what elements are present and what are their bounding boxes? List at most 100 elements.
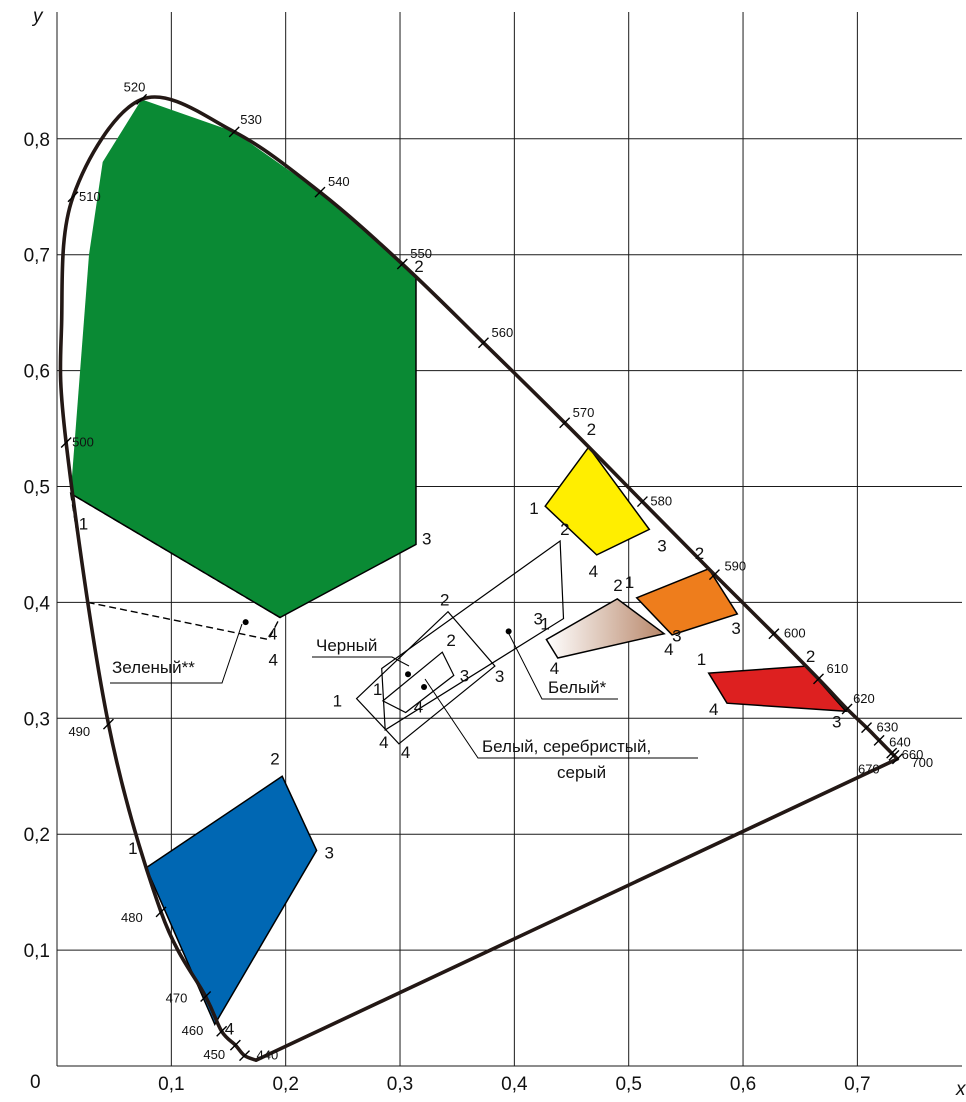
region-white-silver-gray [355,610,496,745]
wavelength-label: 470 [166,990,188,1005]
annotation-marker [242,619,249,626]
wavelength-tick [229,1039,241,1051]
wavelength-label: 530 [240,112,262,127]
wavelength-tick [155,906,167,918]
corner-label: 4 [379,733,388,752]
corner-label: 4 [401,743,410,762]
leader-line-white-silver-gray [424,678,698,759]
region-layer [69,99,848,1026]
corner-label: 2 [560,520,569,539]
corner-label: 2 [695,544,704,563]
wavelength-tick [886,747,898,759]
annotation-marker [405,671,412,678]
x-tick-label: 0,3 [387,1074,413,1095]
corner-label: 1 [697,650,706,669]
wavelength-label: 500 [72,434,94,449]
corner-label: 3 [731,619,740,638]
annotation-black: Черный [316,636,377,655]
origin-label: 0 [30,1072,41,1093]
wavelength-label: 670 [858,761,880,776]
wavelength-label: 550 [410,246,432,261]
corner-label: 1 [333,692,342,711]
annotation-white-silver-gray: Белый, серебристый, [482,737,651,756]
wavelength-tick [239,1050,251,1062]
wavelength-tick [60,436,72,448]
wavelength-label: 580 [650,494,672,509]
wavelength-tick [636,496,648,508]
corner-label: 1 [625,573,634,592]
x-tick-label: 0,6 [730,1074,756,1095]
corner-label: 3 [672,627,681,646]
x-tick-label: 0,2 [272,1074,298,1095]
y-tick-label: 0,8 [24,130,50,151]
spectral-locus-layer: 440 450 460 470 480 490 500 510 520 530 540 550 560 5… [58,79,933,1063]
y-tick-label: 0,6 [24,362,50,383]
wavelength-label: 600 [784,626,806,641]
leader-line-white-star [507,631,618,700]
wavelength-tick [200,990,212,1002]
corner-label: 3 [422,529,431,548]
y-axis-label: y [31,6,44,27]
x-tick-label: 0,7 [844,1074,870,1095]
corner-label: 1 [540,614,549,633]
wavelength-label: 630 [877,720,899,735]
corner-label: 3 [325,843,334,862]
wavelength-label: 660 [902,747,924,762]
wavelength-tick [228,126,240,138]
y-tick-label: 0,3 [24,709,50,730]
wavelength-label: 620 [853,691,875,706]
wavelength-label: 540 [328,174,350,189]
corner-label: 3 [657,536,666,555]
wavelength-tick [102,718,114,730]
y-tick-label: 0,7 [24,246,50,267]
wavelength-tick [216,1025,228,1037]
region-black [381,651,455,714]
corner-label: 4 [589,562,598,581]
region-orange [635,567,739,636]
corner-label: 4 [268,624,277,643]
corner-label: 4 [664,640,673,659]
wavelength-label: 480 [121,910,143,925]
corner-label: 1 [128,839,137,858]
corner-label: 1 [373,680,382,699]
x-tick-label: 0,1 [158,1074,184,1095]
wavelength-label: 610 [827,661,849,676]
wavelength-tick [559,417,571,429]
annotation-white-star: Белый* [548,678,607,697]
wavelength-tick [841,703,853,715]
wavelength-tick [861,722,873,734]
corner-label: 2 [613,576,622,595]
wavelength-label: 700 [911,755,933,770]
corner-label: 3 [832,712,841,731]
wavelength-label: 450 [203,1047,225,1062]
region-red [707,665,848,713]
corner-label: 3 [534,610,543,629]
wavelength-label: 440 [257,1048,279,1063]
region-white-star [545,598,666,659]
region-green [70,99,416,618]
annotation-white-silver-gray-line2: серый [557,763,606,782]
annotation-marker [421,684,428,691]
corner-label: 1 [79,514,88,533]
region-yellow [544,445,651,556]
wavelength-tick [873,734,885,746]
corner-label: 2 [414,257,423,276]
wavelength-tick [136,93,148,105]
annotation-marker [505,628,512,635]
wavelength-label: 510 [79,189,101,204]
corner-label: 4 [269,650,278,669]
y-tick-label: 0,4 [24,593,51,614]
corner-label: 4 [225,1019,234,1038]
corner-label: 2 [587,420,596,439]
x-axis-label: x [955,1079,966,1100]
wavelength-label: 570 [573,405,595,420]
wavelength-label: 590 [724,559,746,574]
y-tick-label: 0,5 [24,478,50,499]
corner-label: 2 [446,631,455,650]
y-tick-label: 0,2 [24,825,50,846]
corner-label: 4 [550,659,559,678]
wavelength-tick [708,569,720,581]
wavelength-label: 490 [68,724,90,739]
